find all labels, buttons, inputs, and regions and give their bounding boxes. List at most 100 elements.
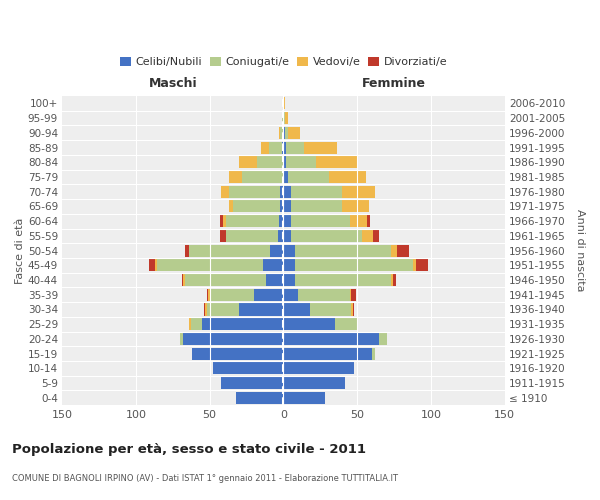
Bar [183, 333, 283, 345]
Bar [278, 230, 283, 242]
Bar [283, 200, 291, 212]
Bar [283, 127, 285, 139]
Bar [283, 230, 291, 242]
Bar [351, 288, 356, 301]
Bar [257, 156, 283, 168]
Bar [283, 348, 372, 360]
Bar [283, 98, 285, 110]
Bar [367, 215, 370, 227]
Bar [208, 288, 209, 301]
Bar [397, 244, 409, 256]
Bar [204, 304, 205, 316]
Bar [351, 304, 353, 316]
Bar [220, 215, 223, 227]
Bar [202, 318, 283, 330]
Bar [182, 274, 183, 286]
Bar [391, 244, 397, 256]
Bar [282, 142, 283, 154]
Bar [288, 171, 329, 183]
Bar [229, 171, 242, 183]
Bar [183, 274, 185, 286]
Bar [298, 288, 350, 301]
Bar [149, 260, 155, 272]
Bar [269, 142, 282, 154]
Bar [220, 230, 226, 242]
Bar [362, 230, 373, 242]
Bar [189, 244, 270, 256]
Bar [283, 244, 295, 256]
Bar [283, 156, 286, 168]
Bar [413, 260, 416, 272]
Bar [207, 288, 208, 301]
Bar [285, 112, 288, 124]
Text: COMUNE DI BAGNOLI IRPINO (AV) - Dati ISTAT 1° gennaio 2011 - Elaborazione TUTTIT: COMUNE DI BAGNOLI IRPINO (AV) - Dati IST… [12, 474, 398, 483]
Bar [226, 215, 279, 227]
Bar [283, 304, 310, 316]
Text: Femmine: Femmine [362, 77, 426, 90]
Bar [283, 362, 354, 374]
Bar [291, 215, 350, 227]
Bar [283, 260, 295, 272]
Bar [207, 304, 239, 316]
Bar [285, 127, 288, 139]
Bar [283, 186, 291, 198]
Bar [372, 348, 375, 360]
Bar [263, 260, 283, 272]
Bar [286, 156, 316, 168]
Bar [283, 142, 286, 154]
Bar [280, 200, 283, 212]
Bar [233, 200, 280, 212]
Bar [283, 274, 295, 286]
Bar [283, 215, 291, 227]
Bar [391, 274, 392, 286]
Bar [185, 244, 189, 256]
Bar [266, 274, 283, 286]
Bar [280, 127, 283, 139]
Bar [229, 200, 233, 212]
Bar [191, 318, 202, 330]
Bar [155, 260, 157, 272]
Bar [280, 186, 283, 198]
Bar [416, 260, 428, 272]
Bar [209, 288, 254, 301]
Text: Maschi: Maschi [148, 77, 197, 90]
Bar [304, 142, 337, 154]
Bar [316, 156, 357, 168]
Y-axis label: Anni di nascita: Anni di nascita [575, 210, 585, 292]
Bar [335, 318, 357, 330]
Bar [242, 171, 283, 183]
Bar [270, 244, 283, 256]
Bar [239, 156, 257, 168]
Bar [221, 377, 283, 389]
Bar [226, 230, 278, 242]
Bar [157, 260, 263, 272]
Bar [353, 304, 354, 316]
Bar [283, 333, 379, 345]
Bar [295, 244, 391, 256]
Bar [221, 186, 229, 198]
Bar [229, 186, 280, 198]
Bar [239, 304, 283, 316]
Bar [236, 392, 283, 404]
Bar [310, 304, 351, 316]
Bar [279, 127, 280, 139]
Bar [223, 215, 226, 227]
Bar [283, 288, 298, 301]
Bar [283, 318, 335, 330]
Bar [282, 112, 283, 124]
Bar [185, 274, 266, 286]
Bar [288, 127, 299, 139]
Bar [350, 215, 367, 227]
Bar [295, 260, 413, 272]
Y-axis label: Fasce di età: Fasce di età [15, 218, 25, 284]
Bar [343, 200, 369, 212]
Legend: Celibi/Nubili, Coniugati/e, Vedovi/e, Divorziati/e: Celibi/Nubili, Coniugati/e, Vedovi/e, Di… [115, 52, 452, 72]
Bar [189, 318, 191, 330]
Bar [192, 348, 283, 360]
Bar [254, 288, 283, 301]
Bar [205, 304, 207, 316]
Bar [373, 230, 379, 242]
Bar [286, 142, 304, 154]
Bar [279, 215, 283, 227]
Bar [261, 142, 269, 154]
